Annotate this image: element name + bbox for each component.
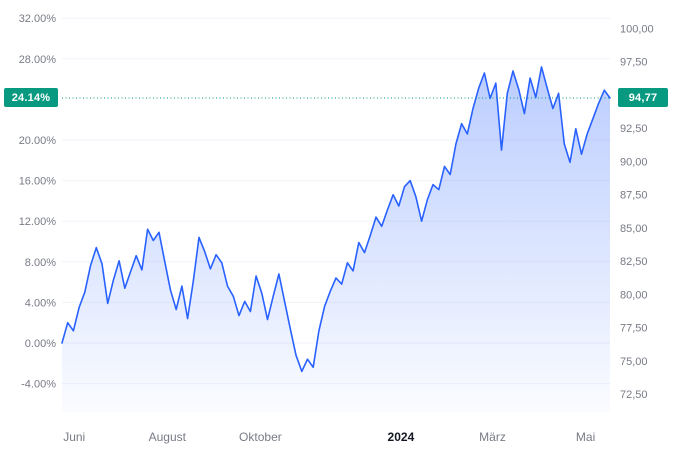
series-area — [62, 66, 610, 413]
time-axis-label: März — [479, 430, 506, 444]
right-axis-label: 100,00 — [620, 23, 654, 35]
right-axis-label: 82,50 — [620, 256, 648, 268]
time-axis-label: Oktober — [239, 430, 282, 444]
left-axis-label: 32.00% — [19, 13, 57, 25]
series-line — [61, 66, 611, 373]
current-pct-badge: 24.14% — [4, 88, 58, 108]
time-axis-label: 2024 — [388, 430, 415, 444]
time-axis-label: August — [149, 430, 187, 444]
left-axis-label: 20.00% — [19, 135, 57, 147]
right-axis-label: 80,00 — [620, 289, 648, 301]
right-axis-label: 85,00 — [620, 223, 648, 235]
right-axis-label: 77,50 — [620, 323, 648, 335]
left-axis-label: 12.00% — [19, 216, 57, 228]
right-axis-label: 75,00 — [620, 356, 648, 368]
left-axis-label: 4.00% — [25, 297, 56, 309]
left-axis-label: 8.00% — [25, 257, 56, 269]
right-axis-label: 87,50 — [620, 190, 648, 202]
left-price-scale[interactable]: 32.00% 28.00% 20.00% 16.00% 12.00% 8.00% 4.00%… — [19, 13, 57, 390]
right-axis-label: 90,00 — [620, 156, 648, 168]
left-axis-label: 16.00% — [19, 176, 57, 188]
series — [61, 66, 611, 413]
left-axis-label: -4.00% — [21, 379, 56, 391]
time-axis-label: Juni — [63, 430, 85, 444]
right-axis-label: 72,50 — [620, 389, 648, 401]
right-axis-label: 97,50 — [620, 57, 648, 69]
right-axis-label: 92,50 — [620, 123, 648, 135]
current-price-badge: 94,77 — [618, 88, 668, 108]
right-price-scale[interactable]: 100,00 97,50 92,50 90,00 87,50 85,00 82,50 80,0… — [620, 23, 654, 401]
time-scale[interactable]: Juni August Oktober 2024 März Mai — [63, 430, 595, 444]
left-axis-label: 28.00% — [19, 54, 57, 66]
time-axis-label: Mai — [576, 430, 595, 444]
left-axis-label: 0.00% — [25, 338, 56, 350]
